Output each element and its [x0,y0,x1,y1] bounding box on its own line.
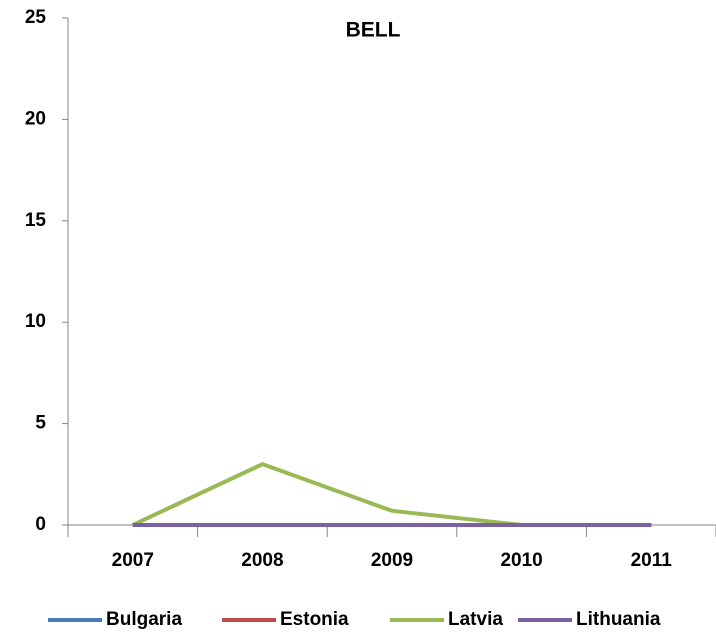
x-tick-label: 2007 [112,550,154,571]
legend-label: Estonia [280,609,349,630]
y-tick-label: 10 [25,311,46,332]
legend-label: Lithuania [576,609,661,630]
y-tick-label: 15 [25,210,47,231]
y-tick-label: 5 [35,413,46,434]
chart-title: BELL [346,19,401,42]
legend-label: Latvia [448,609,503,630]
x-tick-label: 2010 [500,550,542,571]
y-tick-label: 0 [35,514,46,535]
legend-label: Bulgaria [106,609,182,630]
y-tick-label: 25 [25,7,47,28]
x-tick-label: 2009 [371,550,413,571]
x-tick-label: 2008 [241,550,283,571]
x-tick-label: 2011 [631,550,673,571]
y-tick-label: 20 [25,108,46,129]
